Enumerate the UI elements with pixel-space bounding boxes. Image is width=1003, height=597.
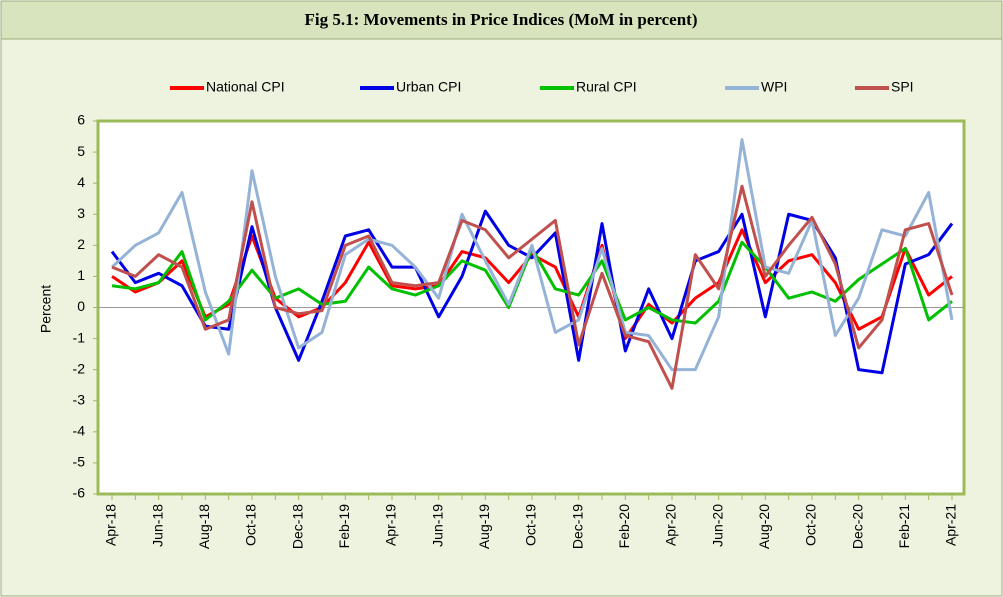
y-tick-label: 0 <box>77 298 85 314</box>
x-tick-label: Dec-20 <box>849 504 865 549</box>
y-tick-label: 3 <box>77 205 85 221</box>
x-tick-label: Aug-18 <box>196 504 212 549</box>
x-tick-label: Feb-21 <box>896 504 912 549</box>
legend-label: WPI <box>761 79 787 95</box>
y-tick-label: -3 <box>73 391 86 407</box>
y-tick-label: -4 <box>73 423 86 439</box>
x-tick-label: Jun-19 <box>429 504 445 547</box>
x-tick-label: Oct-19 <box>523 504 539 546</box>
x-tick-label: Aug-20 <box>756 504 772 549</box>
y-tick-label: 4 <box>77 174 85 190</box>
x-tick-label: Aug-19 <box>476 504 492 549</box>
legend-label: National CPI <box>206 79 285 95</box>
x-tick-label: Feb-19 <box>336 504 352 549</box>
line-series <box>111 228 953 341</box>
line-series <box>111 184 954 390</box>
x-tick-label: Oct-18 <box>243 504 259 546</box>
x-tick-label: Apr-21 <box>943 504 959 546</box>
legend-label: Urban CPI <box>396 79 461 95</box>
x-tick-label: Dec-18 <box>289 504 305 549</box>
y-tick-label: 5 <box>77 143 85 159</box>
y-tick-label: 2 <box>77 236 85 252</box>
x-tick-label: Feb-20 <box>616 504 632 549</box>
x-tick-label: Jun-18 <box>149 504 165 547</box>
y-tick-label: -5 <box>73 454 86 470</box>
x-tick-label: Apr-18 <box>103 504 119 546</box>
legend-label: Rural CPI <box>576 79 637 95</box>
y-axis-label: Percent <box>38 285 54 333</box>
title-band <box>0 0 1003 40</box>
y-tick-label: -1 <box>73 329 86 345</box>
y-tick-label: 6 <box>77 112 85 128</box>
x-tick-label: Jun-20 <box>709 504 725 547</box>
x-tick-label: Oct-20 <box>803 504 819 546</box>
y-tick-label: 1 <box>77 267 85 283</box>
x-tick-label: Dec-19 <box>569 504 585 549</box>
legend-label: SPI <box>891 79 914 95</box>
y-tick-label: -6 <box>73 485 86 501</box>
x-tick-label: Apr-19 <box>383 504 399 546</box>
y-tick-label: -2 <box>73 360 86 376</box>
chart-title: Fig 5.1: Movements in Price Indices (MoM… <box>305 10 698 29</box>
x-tick-label: Apr-20 <box>663 504 679 546</box>
